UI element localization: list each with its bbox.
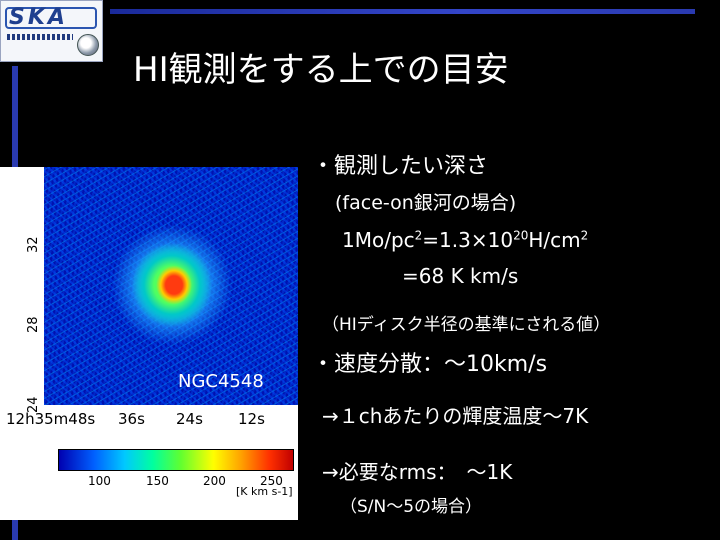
text-line-brightness-temp: →１chあたりの輝度温度～7K — [322, 404, 589, 428]
dec-tick-28: 28 — [26, 316, 41, 333]
logo-swoosh — [5, 7, 97, 29]
cd-sup-2: 20 — [513, 228, 529, 243]
globe-icon — [77, 34, 99, 56]
slide-title: HI観測をする上での目安 — [133, 50, 509, 90]
text-line-velocity-dispersion: ・速度分散：～10km/s — [312, 352, 548, 377]
colorbar — [58, 449, 294, 471]
colorbar-tick-150: 150 — [146, 474, 169, 488]
text-line-kkms: =68 K km/s — [402, 264, 519, 288]
text-line-faceon: (face-on銀河の場合) — [335, 192, 517, 214]
colorbar-tick-200: 200 — [203, 474, 226, 488]
galaxy-label: NGC4548 — [178, 371, 264, 392]
ska-logo: SKA — [0, 0, 103, 62]
cd-part-b: =1.3×10 — [422, 228, 514, 252]
colorbar-tick-250: 250 — [260, 474, 283, 488]
logo-subtitle-strip — [7, 34, 73, 40]
colorbar-tick-100: 100 — [88, 474, 111, 488]
header-rule — [110, 9, 695, 14]
ra-tick-48s: 12h35m48s — [6, 410, 96, 428]
text-line-column-density: 1Mo/pc2=1.3×1020H/cm2 — [342, 228, 588, 252]
hi-intensity-map: NGC4548 — [44, 167, 298, 405]
hi-map-figure: NGC4548 32 28 24 12h35m48s 36s 24s 12s 1… — [0, 167, 298, 520]
text-line-required-rms: →必要なrms： ～1K — [322, 460, 513, 484]
ra-tick-24s: 24s — [176, 410, 203, 428]
cd-part-a: 1Mo/pc — [342, 228, 415, 252]
text-line-hi-radius: （HIディスク半径の基準にされる値） — [322, 315, 611, 335]
text-line-sn: （S/N～5の場合） — [340, 497, 483, 517]
colorbar-unit: [K km s-1] — [236, 485, 293, 498]
cd-sup-3: 2 — [580, 228, 589, 243]
dec-tick-32: 32 — [26, 236, 41, 253]
cd-part-c: H/cm — [528, 228, 581, 252]
ra-tick-12s: 12s — [238, 410, 265, 428]
text-line-depth: ・観測したい深さ — [312, 154, 489, 179]
ra-tick-36s: 36s — [118, 410, 145, 428]
cd-sup-1: 2 — [414, 228, 423, 243]
logo-text: SKA — [9, 5, 68, 30]
